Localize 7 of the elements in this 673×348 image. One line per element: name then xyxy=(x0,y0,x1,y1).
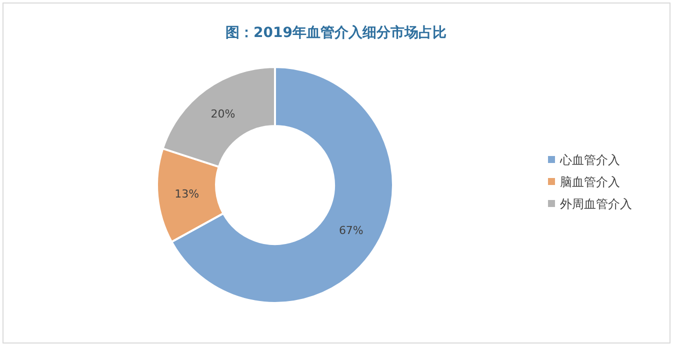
legend-label: 外周血管介入 xyxy=(560,197,632,211)
data-label: 13% xyxy=(174,187,200,200)
legend-label: 心血管介入 xyxy=(559,153,620,167)
data-label: 20% xyxy=(210,107,236,120)
data-label: 67% xyxy=(338,224,364,238)
chart-title: 图：2019年血管介入细分市场占比 xyxy=(226,24,446,41)
legend-label: 脑血管介入 xyxy=(560,175,620,189)
